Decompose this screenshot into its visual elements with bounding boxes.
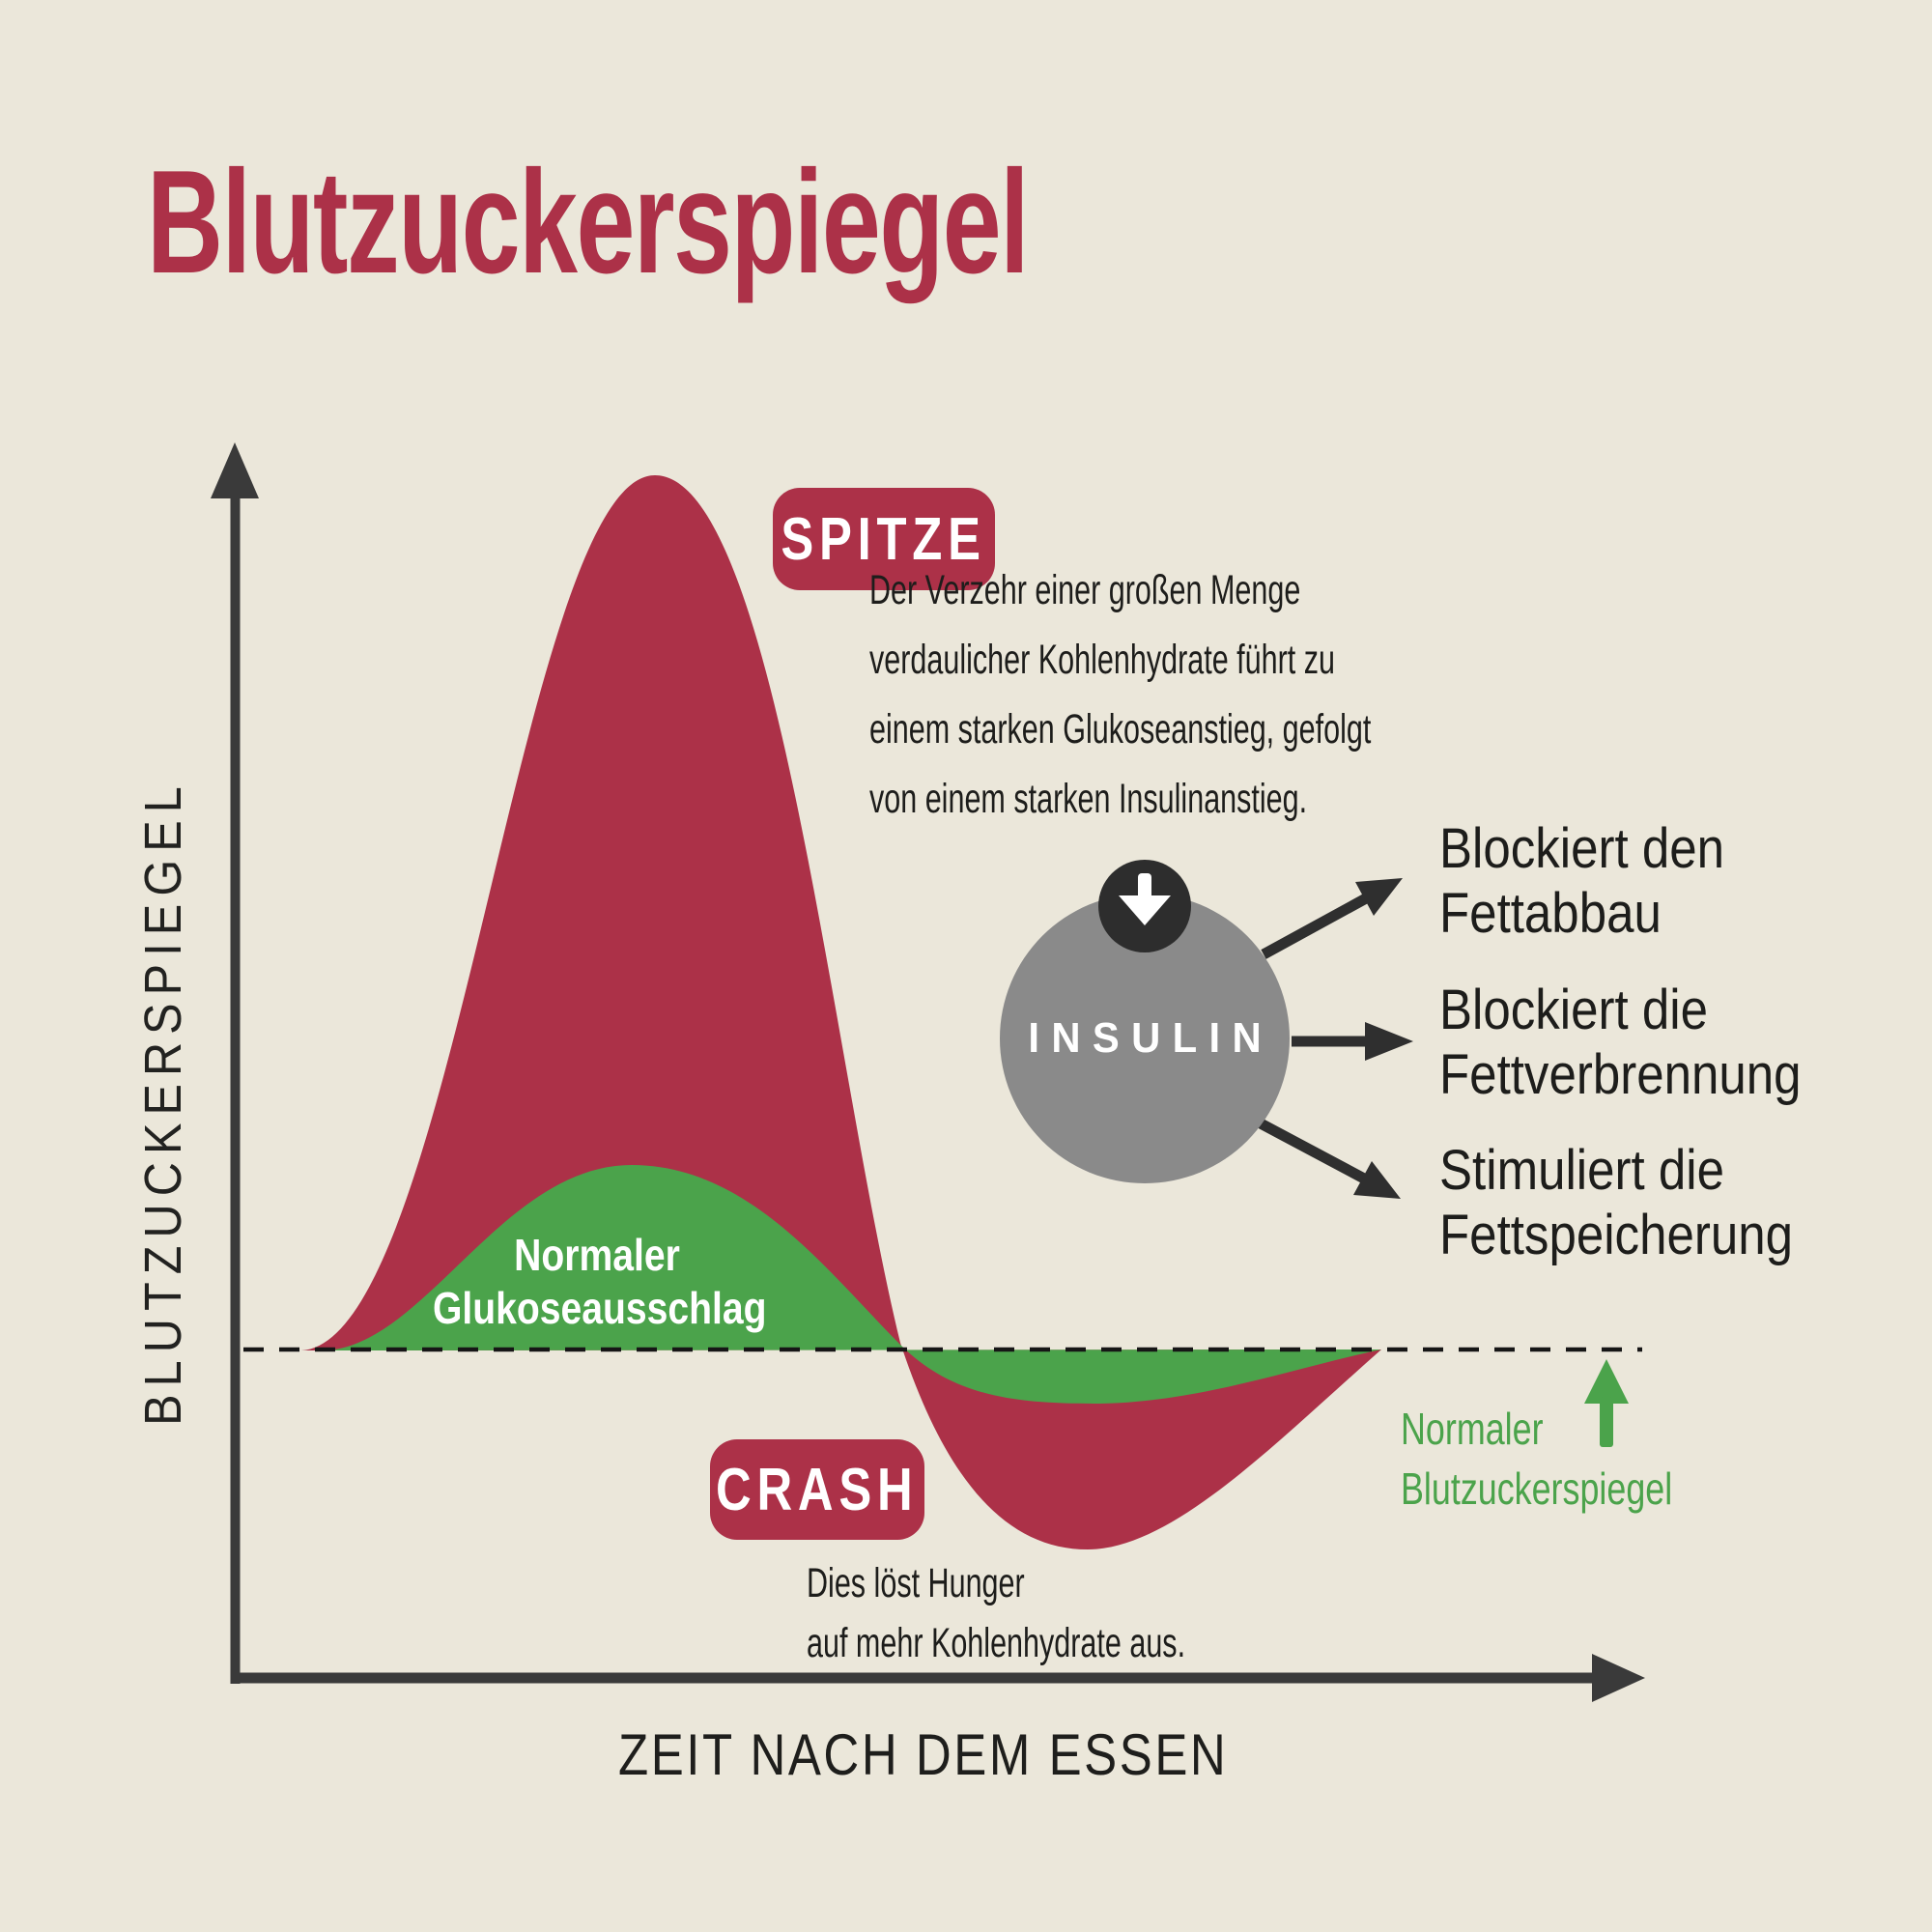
- insulin-effect-line: Blockiert die: [1439, 979, 1709, 1041]
- normal-glucose-curve-label-line: Glukoseausschlag: [433, 1283, 767, 1333]
- arrow-to-fettverbrennung-head-icon: [1365, 1022, 1413, 1061]
- page-title: Blutzuckerspiegel: [147, 140, 1030, 304]
- insulin-effect-line: Fettabbau: [1439, 882, 1662, 945]
- spike-badge-label: SPITZE: [781, 505, 987, 573]
- insulin-effect-line: Stimuliert die: [1439, 1139, 1725, 1202]
- spike-description-line: Der Verzehr einer großen Menge: [869, 567, 1301, 613]
- insulin-effect-line: Fettverbrennung: [1439, 1043, 1802, 1106]
- normal-glucose-curve-area: [325, 1165, 1381, 1404]
- arrow-to-fettspeicherung: [1258, 1119, 1367, 1183]
- down-arrow-icon: [1119, 873, 1171, 925]
- arrow-to-fettabbau: [1261, 894, 1369, 959]
- insulin-effect-fettspeicherung: Stimuliert die Fettspeicherung: [1439, 1138, 1793, 1267]
- insulin-effect-fettabbau: Blockiert den Fettabbau: [1439, 816, 1724, 946]
- normal-glucose-curve-label-line: Normaler: [514, 1230, 680, 1280]
- baseline-label: Normaler Blutzuckerspiegel: [1401, 1399, 1672, 1519]
- spike-description-line: verdaulicher Kohlenhydrate führt zu: [869, 637, 1335, 683]
- crash-description: Dies löst Hunger auf mehr Kohlenhydrate …: [807, 1553, 1185, 1673]
- crash-description-line: Dies löst Hunger: [807, 1560, 1025, 1606]
- insulin-effect-line: Blockiert den: [1439, 817, 1725, 880]
- insulin-label: INSULIN: [1028, 1014, 1273, 1062]
- x-axis-label: ZEIT NACH DEM ESSEN: [618, 1722, 1229, 1787]
- spike-description-line: einem starken Glukoseanstieg, gefolgt: [869, 706, 1372, 753]
- insulin-decrease-badge: [1098, 860, 1191, 952]
- arrow-to-fettspeicherung-head-icon: [1353, 1161, 1401, 1199]
- insulin-effect-line: Fettspeicherung: [1439, 1204, 1794, 1266]
- baseline-label-line: Blutzuckerspiegel: [1401, 1463, 1673, 1514]
- up-arrow-icon: [1584, 1359, 1629, 1447]
- normal-glucose-curve-label: Normaler Glukoseausschlag: [433, 1229, 767, 1335]
- arrow-to-fettabbau-head-icon: [1355, 878, 1403, 916]
- y-axis-label: BLUTZUCKERSPIEGEL: [134, 779, 192, 1426]
- baseline-label-line: Normaler: [1401, 1404, 1544, 1454]
- crash-description-line: auf mehr Kohlenhydrate aus.: [807, 1620, 1186, 1666]
- spike-description: Der Verzehr einer großen Menge verdaulic…: [869, 555, 1371, 834]
- x-axis-arrowhead-icon: [1592, 1654, 1645, 1702]
- crash-badge: CRASH: [710, 1439, 924, 1540]
- spike-description-line: von einem starken Insulinanstieg.: [869, 776, 1308, 822]
- crash-badge-label: CRASH: [716, 1456, 919, 1523]
- y-axis-arrowhead-icon: [211, 442, 259, 498]
- insulin-effect-fettverbrennung: Blockiert die Fettverbrennung: [1439, 978, 1802, 1107]
- spike-badge: SPITZE: [773, 488, 995, 590]
- insulin-effect-arrows: [1258, 878, 1413, 1199]
